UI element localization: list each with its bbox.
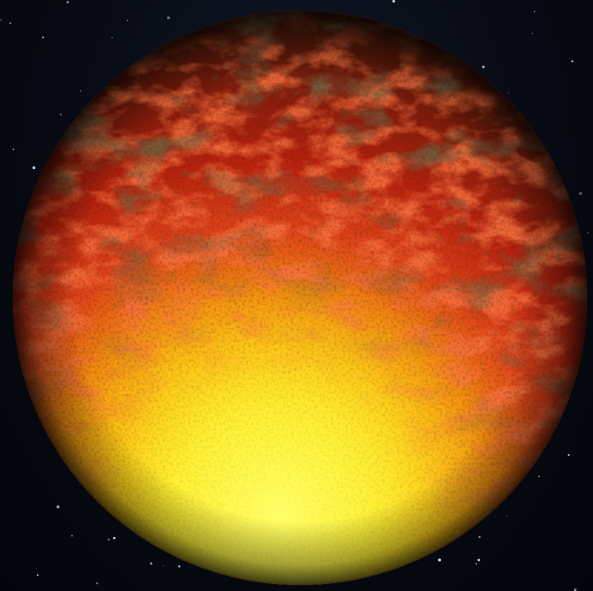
star: [9, 22, 12, 25]
star: [113, 536, 116, 540]
star: [587, 231, 589, 234]
star: [438, 558, 441, 562]
star: [506, 515, 508, 517]
star: [0, 19, 2, 21]
star: [178, 565, 181, 568]
star: [531, 32, 533, 34]
star: [127, 19, 129, 22]
star: [478, 535, 481, 539]
star: [163, 565, 165, 567]
star: [507, 92, 510, 94]
star: [80, 90, 81, 92]
star: [42, 36, 44, 39]
star: [111, 37, 113, 39]
star: [573, 588, 577, 591]
star: [56, 505, 60, 509]
star: [32, 166, 36, 170]
star: [567, 453, 570, 457]
star: [534, 11, 536, 13]
planet-limb: [12, 10, 588, 586]
star: [392, 0, 396, 3]
star: [96, 582, 99, 585]
star: [107, 538, 110, 541]
star: [482, 65, 485, 69]
star: [167, 16, 170, 20]
star: [66, 0, 69, 4]
star: [579, 192, 582, 195]
star: [571, 60, 574, 63]
star: [59, 113, 62, 116]
star: [477, 558, 481, 562]
star: [149, 562, 153, 565]
star: [538, 475, 540, 478]
star: [475, 563, 478, 565]
star: [36, 574, 39, 576]
star: [71, 534, 73, 537]
star: [12, 148, 15, 151]
